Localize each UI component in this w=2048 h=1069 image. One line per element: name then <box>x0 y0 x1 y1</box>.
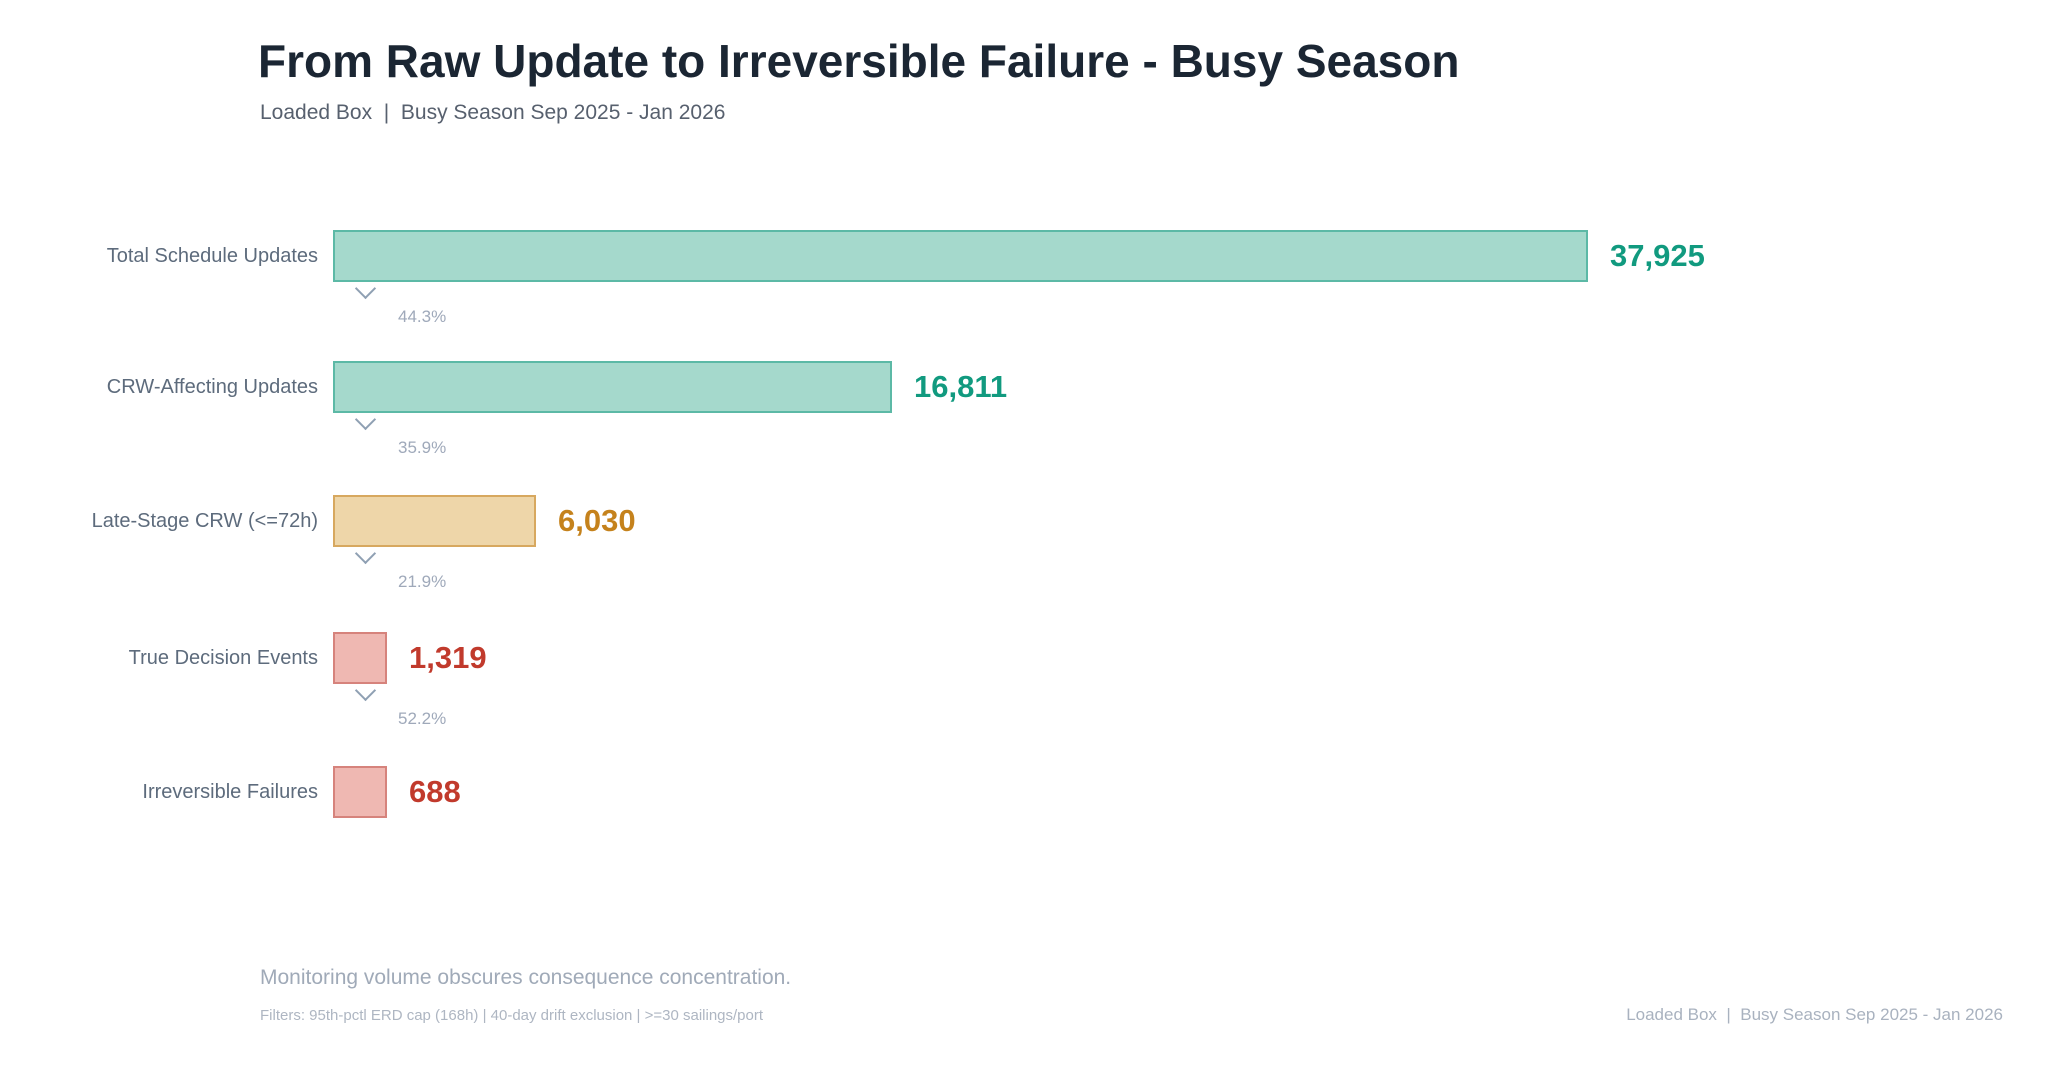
funnel-bar[interactable] <box>333 766 387 818</box>
funnel-row: Late-Stage CRW (<=72h) 6,030 <box>0 495 2048 547</box>
stage-label: CRW-Affecting Updates <box>106 376 318 398</box>
stage-value: 16,811 <box>914 369 1008 404</box>
stage-label: Late-Stage CRW (<=72h) <box>91 510 318 532</box>
stage-label: True Decision Events <box>128 647 318 669</box>
chevron-down-icon <box>354 679 377 702</box>
funnel-row: True Decision Events 1,319 <box>0 632 2048 684</box>
conversion-rate: 21.9% <box>398 572 447 591</box>
funnel-row: Total Schedule Updates 37,925 <box>0 230 2048 282</box>
stage-label: Total Schedule Updates <box>106 245 318 267</box>
stage-value: 688 <box>409 774 461 809</box>
conversion-rate: 44.3% <box>398 307 447 326</box>
funnel-chart: Total Schedule Updates 37,925 44.3% CRW-… <box>0 230 2048 818</box>
funnel-bar[interactable] <box>333 495 536 547</box>
conversion-gap: 44.3% <box>0 277 600 341</box>
insight-note: Monitoring volume obscures consequence c… <box>260 966 792 989</box>
stage-value: 1,319 <box>409 640 487 675</box>
funnel-bar[interactable] <box>333 230 1588 282</box>
chevron-down-icon <box>354 542 377 565</box>
funnel-row: CRW-Affecting Updates 16,811 <box>0 361 2048 413</box>
chevron-down-icon <box>354 408 377 431</box>
conversion-rate: 35.9% <box>398 438 447 457</box>
conversion-rate: 52.2% <box>398 709 447 728</box>
filters-caption: Filters: 95th-pctl ERD cap (168h) | 40-d… <box>260 1007 764 1024</box>
conversion-gap: 21.9% <box>0 542 600 606</box>
page-subtitle: Loaded Box | Busy Season Sep 2025 - Jan … <box>260 101 726 124</box>
stage-value: 37,925 <box>1610 238 1705 273</box>
chevron-down-icon <box>354 277 377 300</box>
funnel-bar[interactable] <box>333 361 892 413</box>
source-caption: Loaded Box | Busy Season Sep 2025 - Jan … <box>1626 1005 2003 1024</box>
conversion-gap: 52.2% <box>0 679 600 743</box>
funnel-bar[interactable] <box>333 632 387 684</box>
stage-value: 6,030 <box>558 503 636 538</box>
stage-label: Irreversible Failures <box>142 781 318 803</box>
page-title: From Raw Update to Irreversible Failure … <box>258 35 1460 87</box>
conversion-gap: 35.9% <box>0 408 600 472</box>
funnel-row: Irreversible Failures 688 <box>0 766 2048 818</box>
